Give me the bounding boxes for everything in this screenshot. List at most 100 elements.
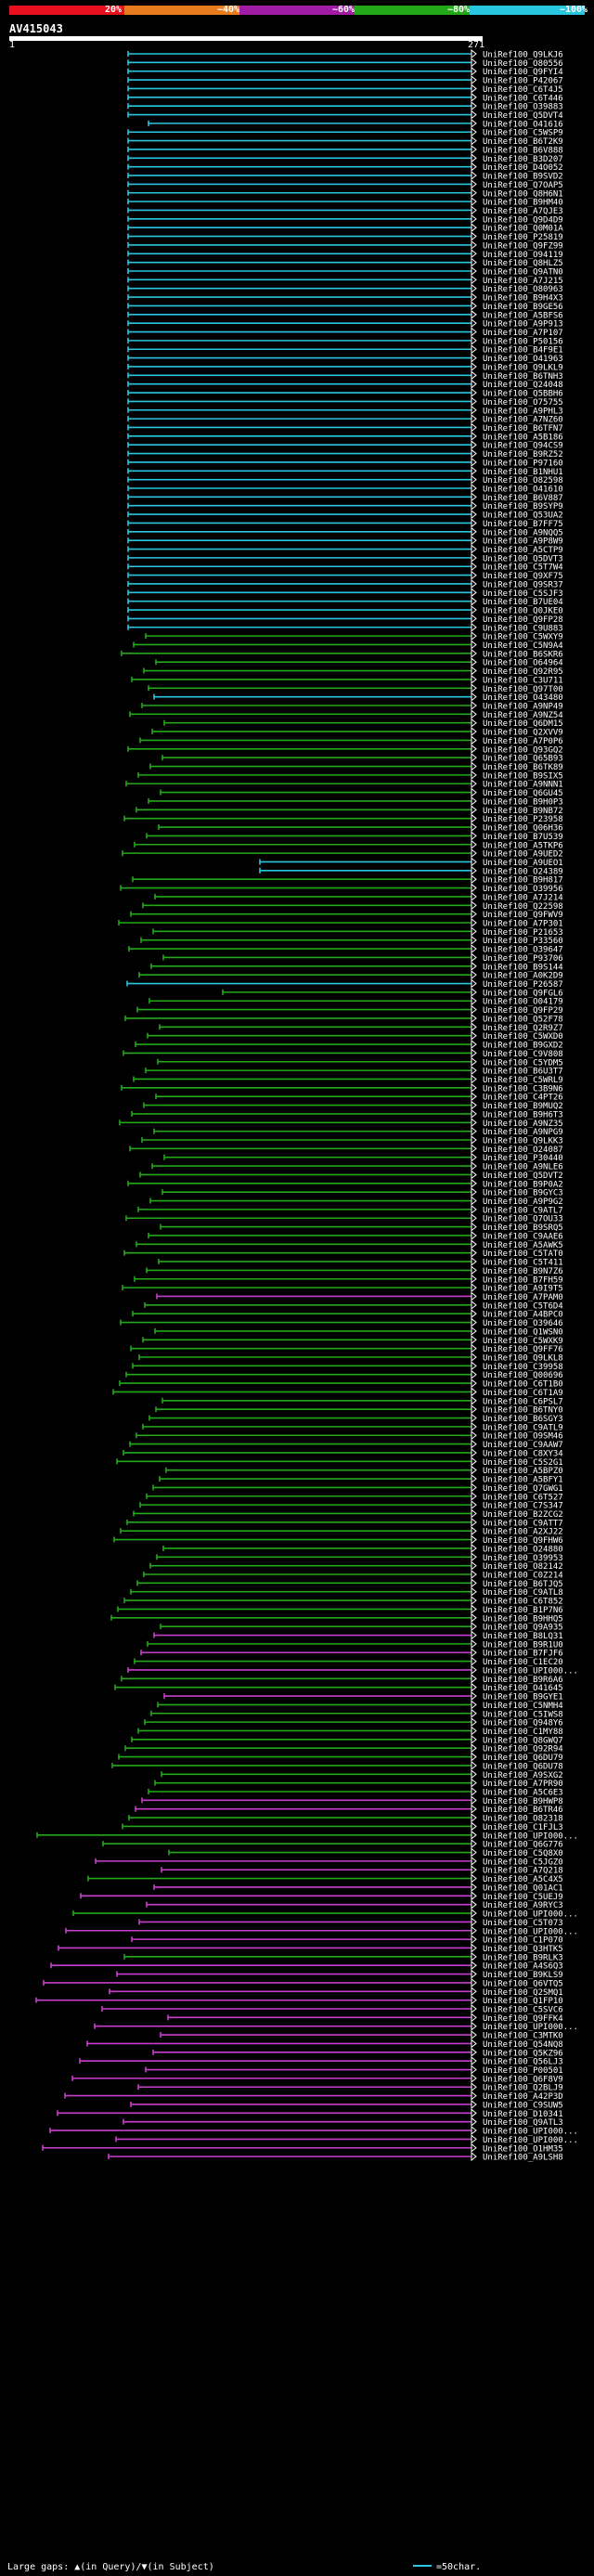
hit-label[interactable]: UniRef100_B6SGY3 <box>483 1415 563 1424</box>
hit-label[interactable]: UniRef100_B9R6A6 <box>483 1676 563 1685</box>
hit-label[interactable]: UniRef100_Q5KZ96 <box>483 2049 563 2058</box>
hit-label[interactable]: UniRef100_B9R1U0 <box>483 1640 563 1650</box>
hit-label[interactable]: UniRef100_O24389 <box>483 867 563 876</box>
hit-label[interactable]: UniRef100_B9H817 <box>483 876 563 886</box>
hit-label[interactable]: UniRef100_B9H0P3 <box>483 797 563 807</box>
hit-label[interactable]: UniRef100_Q94CS9 <box>483 442 563 451</box>
hit-label[interactable]: UniRef100_C6T4J5 <box>483 85 563 95</box>
hit-label[interactable]: UniRef100_P50156 <box>483 337 563 346</box>
hit-label[interactable]: UniRef100_A7P107 <box>483 329 563 338</box>
hit-label[interactable]: UniRef100_A9P8W9 <box>483 537 563 547</box>
hit-label[interactable]: UniRef100_Q9LKJ6 <box>483 51 563 60</box>
hit-label[interactable]: UniRef100_Q9FWV9 <box>483 911 563 920</box>
hit-label[interactable]: UniRef100_C5S2G1 <box>483 1458 563 1468</box>
hit-label[interactable]: UniRef100_A2XJ22 <box>483 1528 563 1537</box>
hit-label[interactable]: UniRef100_C5SVC6 <box>483 2006 563 2015</box>
hit-label[interactable]: UniRef100_B9SVD2 <box>483 173 563 182</box>
hit-label[interactable]: UniRef100_Q6DU78 <box>483 1762 563 1771</box>
hit-label[interactable]: UniRef100_B6TK89 <box>483 763 563 772</box>
hit-label[interactable]: UniRef100_Q9LKL8 <box>483 1354 563 1364</box>
hit-label[interactable]: UniRef100_UPI000... <box>483 2136 578 2145</box>
hit-label[interactable]: UniRef100_B3D207 <box>483 155 563 164</box>
hit-label[interactable]: UniRef100_B9MUQ2 <box>483 1102 563 1111</box>
hit-label[interactable]: UniRef100_O24880 <box>483 1545 563 1554</box>
hit-label[interactable]: UniRef100_P25819 <box>483 233 563 242</box>
hit-label[interactable]: UniRef100_C7S347 <box>483 1502 563 1511</box>
hit-label[interactable]: UniRef100_Q97T00 <box>483 685 563 694</box>
hit-label[interactable]: UniRef100_A7J214 <box>483 893 563 902</box>
hit-label[interactable]: UniRef100_Q54NQ8 <box>483 2040 563 2050</box>
hit-label[interactable]: UniRef100_C5WXD0 <box>483 1032 563 1042</box>
hit-label[interactable]: UniRef100_B9HHQ5 <box>483 1614 563 1624</box>
hit-label[interactable]: UniRef100_Q5DVT2 <box>483 1171 563 1181</box>
hit-label[interactable]: UniRef100_P97160 <box>483 459 563 468</box>
hit-label[interactable]: UniRef100_B9KLS9 <box>483 1971 563 1980</box>
hit-label[interactable]: UniRef100_B9GE56 <box>483 303 563 312</box>
hit-label[interactable]: UniRef100_O39953 <box>483 1554 563 1563</box>
hit-label[interactable]: UniRef100_C5T7W4 <box>483 563 563 573</box>
hit-label[interactable]: UniRef100_O82598 <box>483 476 563 485</box>
hit-label[interactable]: UniRef100_A9NP49 <box>483 703 563 712</box>
hit-label[interactable]: UniRef100_Q65B93 <box>483 755 563 764</box>
hit-label[interactable]: UniRef100_P33560 <box>483 937 563 946</box>
hit-label[interactable]: UniRef100_A9NQQ5 <box>483 528 563 537</box>
hit-label[interactable]: UniRef100_Q2SMQ1 <box>483 1988 563 1998</box>
hit-label[interactable]: UniRef100_Q9D4D9 <box>483 215 563 225</box>
hit-label[interactable]: UniRef100_O43480 <box>483 693 563 703</box>
hit-label[interactable]: UniRef100_O41610 <box>483 485 563 495</box>
hit-label[interactable]: UniRef100_Q9FZ99 <box>483 241 563 251</box>
hit-label[interactable]: UniRef100_O39647 <box>483 946 563 955</box>
hit-label[interactable]: UniRef100_Q7OAP5 <box>483 181 563 190</box>
hit-label[interactable]: UniRef100_A5C6E3 <box>483 1789 563 1798</box>
hit-label[interactable]: UniRef100_C8XY34 <box>483 1449 563 1458</box>
hit-label[interactable]: UniRef100_O64964 <box>483 659 563 668</box>
hit-label[interactable]: UniRef100_Q9ATL3 <box>483 2118 563 2128</box>
hit-label[interactable]: UniRef100_A7P301 <box>483 920 563 929</box>
hit-label[interactable]: UniRef100_C5NMH4 <box>483 1702 563 1711</box>
hit-label[interactable]: UniRef100_B9HM40 <box>483 199 563 208</box>
hit-label[interactable]: UniRef100_Q5DVT3 <box>483 554 563 563</box>
hit-label[interactable]: UniRef100_A5TKP6 <box>483 841 563 850</box>
hit-label[interactable]: UniRef100_Q6G776 <box>483 1841 563 1850</box>
hit-label[interactable]: UniRef100_B9SYP9 <box>483 502 563 511</box>
hit-label[interactable]: UniRef100_C5T411 <box>483 1259 563 1268</box>
hit-label[interactable]: UniRef100_O39956 <box>483 885 563 894</box>
hit-label[interactable]: UniRef100_B9NB72 <box>483 807 563 816</box>
hit-label[interactable]: UniRef100_C5WXY9 <box>483 633 563 642</box>
hit-label[interactable]: UniRef100_A9UED2 <box>483 850 563 860</box>
hit-label[interactable]: UniRef100_B9HWP8 <box>483 1797 563 1806</box>
hit-label[interactable]: UniRef100_B6TR46 <box>483 1806 563 1815</box>
hit-label[interactable]: UniRef100_A9NZ35 <box>483 1120 563 1129</box>
hit-label[interactable]: UniRef100_Q8H6N1 <box>483 189 563 199</box>
hit-label[interactable]: UniRef100_B6V887 <box>483 494 563 503</box>
hit-label[interactable]: UniRef100_Q6GU45 <box>483 789 563 798</box>
hit-label[interactable]: UniRef100_P21653 <box>483 928 563 938</box>
hit-label[interactable]: UniRef100_A7J215 <box>483 277 563 286</box>
hit-label[interactable]: UniRef100_O80556 <box>483 59 563 69</box>
hit-label[interactable]: UniRef100_Q2R9Z7 <box>483 1024 563 1033</box>
hit-label[interactable]: UniRef100_Q9ATN0 <box>483 268 563 278</box>
hit-label[interactable]: UniRef100_Q52F78 <box>483 1015 563 1024</box>
hit-label[interactable]: UniRef100_C6PSL7 <box>483 1397 563 1406</box>
hit-label[interactable]: UniRef100_B9H4X3 <box>483 294 563 304</box>
hit-label[interactable]: UniRef100_A9SXG2 <box>483 1771 563 1780</box>
hit-label[interactable]: UniRef100_Q3HTK5 <box>483 1945 563 1954</box>
hit-label[interactable]: UniRef100_Q9XF75 <box>483 572 563 581</box>
hit-label[interactable]: UniRef100_C6T1B0 <box>483 1380 563 1390</box>
hit-label[interactable]: UniRef100_B7FF75 <box>483 520 563 529</box>
hit-label[interactable]: UniRef100_A9NNN1 <box>483 781 563 790</box>
hit-label[interactable]: UniRef100_Q06H36 <box>483 824 563 834</box>
hit-label[interactable]: UniRef100_C5YDM5 <box>483 1058 563 1068</box>
hit-label[interactable]: UniRef100_Q92R94 <box>483 1745 563 1754</box>
hit-label[interactable]: UniRef100_Q5BBH6 <box>483 390 563 399</box>
hit-label[interactable]: UniRef100_C0Z214 <box>483 1572 563 1581</box>
hit-label[interactable]: UniRef100_Q9FP29 <box>483 1006 563 1016</box>
hit-label[interactable]: UniRef100_B7FH59 <box>483 1275 563 1285</box>
hit-label[interactable]: UniRef100_Q00696 <box>483 1371 563 1380</box>
hit-label[interactable]: UniRef100_Q53UA2 <box>483 511 563 521</box>
hit-label[interactable]: UniRef100_B1P7N6 <box>483 1606 563 1615</box>
hit-label[interactable]: UniRef100_C1EC20 <box>483 1658 563 1667</box>
hit-label[interactable]: UniRef100_Q6DU79 <box>483 1754 563 1763</box>
hit-label[interactable]: UniRef100_B7UE04 <box>483 598 563 607</box>
hit-label[interactable]: UniRef100_A5BFY1 <box>483 1476 563 1485</box>
